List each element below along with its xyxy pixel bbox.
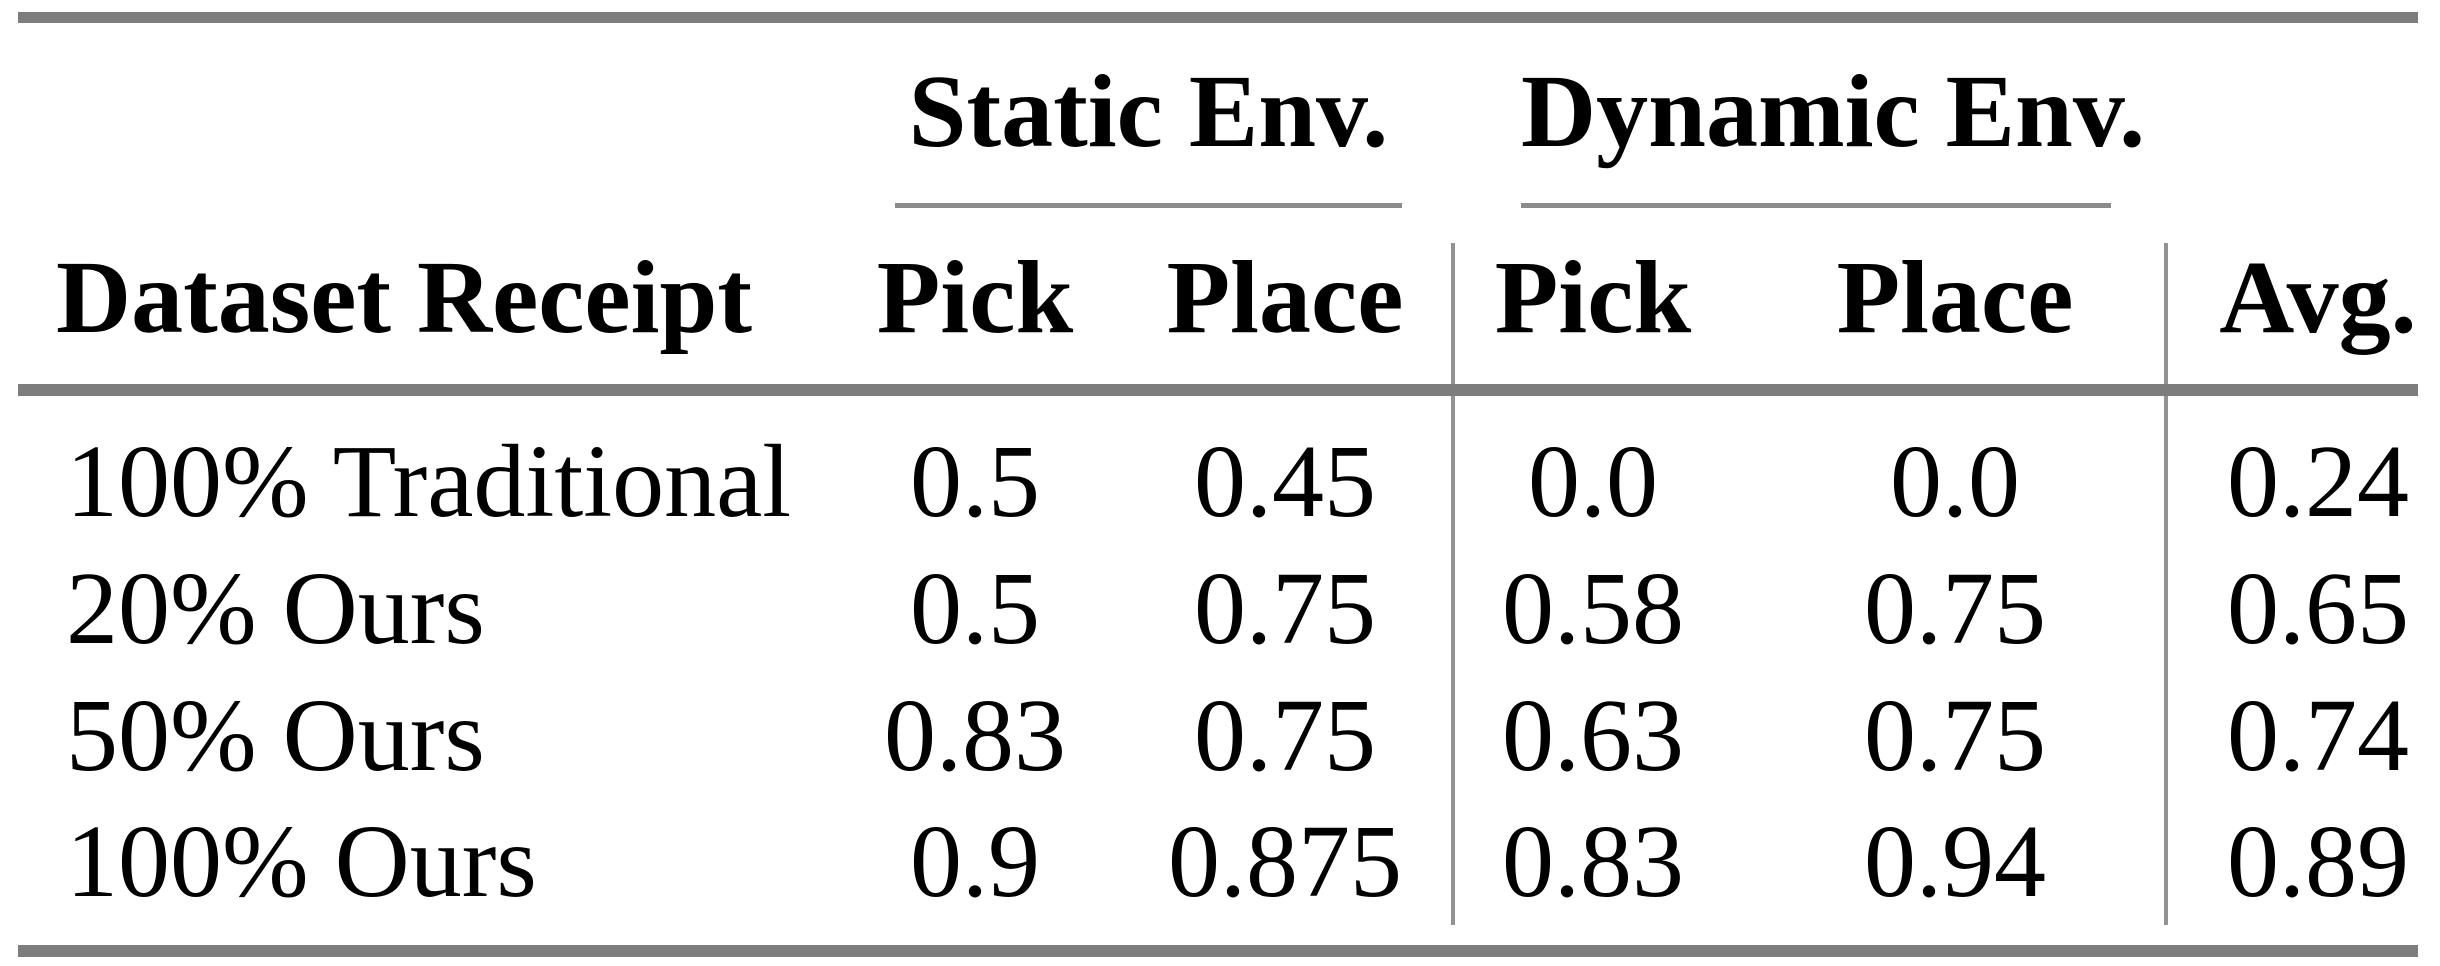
group-header-dynamic-env: Dynamic Env. [1521,42,2145,182]
col-header-static-pick: Pick [876,240,1074,355]
table-row: 100% Ours 0.9 0.875 0.83 0.94 0.89 [0,792,2440,932]
cell-static-pick: 0.9 [910,804,1040,919]
group-header-static-env-label: Static Env. [908,54,1389,169]
col-header-dataset-receipt: Dataset Receipt [56,240,752,355]
row-label: 50% Ours [66,678,485,793]
cell-avg: 0.89 [2227,804,2409,919]
cell-static-pick: 0.5 [910,551,1040,666]
vertical-divider-static-dynamic [1451,243,1455,925]
cell-dynamic-pick: 0.63 [1502,678,1684,793]
vertical-divider-dynamic-avg [2164,243,2168,925]
row-label: 20% Ours [66,551,485,666]
table-row: 100% Traditional 0.5 0.45 0.0 0.0 0.24 [0,412,2440,552]
cell-dynamic-place: 0.94 [1864,804,2046,919]
table-bottom-rule [18,945,2418,957]
col-header-dynamic-place: Place [1836,240,2074,355]
column-header-row: Dataset Receipt Pick Place Pick Place Av… [0,228,2440,368]
group-header-static-env: Static Env. [895,42,1402,182]
cell-avg: 0.24 [2227,424,2409,539]
col-header-dynamic-pick: Pick [1494,240,1692,355]
cmidrule-dynamic-env [1521,203,2111,208]
table-row: 50% Ours 0.83 0.75 0.63 0.75 0.74 [0,666,2440,806]
cell-static-pick: 0.83 [884,678,1066,793]
cell-static-place: 0.45 [1194,424,1376,539]
table-top-rule [18,12,2418,23]
col-header-avg: Avg. [2219,240,2417,355]
table-mid-rule [18,384,2418,396]
cell-avg: 0.65 [2227,551,2409,666]
cell-dynamic-pick: 0.0 [1528,424,1658,539]
col-header-static-place: Place [1166,240,1404,355]
cell-static-place: 0.75 [1194,678,1376,793]
cell-static-place: 0.75 [1194,551,1376,666]
cell-static-place: 0.875 [1168,804,1402,919]
cell-dynamic-pick: 0.83 [1502,804,1684,919]
row-label: 100% Ours [66,804,537,919]
table-row: 20% Ours 0.5 0.75 0.58 0.75 0.65 [0,539,2440,679]
cmidrule-static-env [895,203,1402,208]
cell-dynamic-place: 0.0 [1890,424,2020,539]
row-label: 100% Traditional [66,424,792,539]
cell-static-pick: 0.5 [910,424,1040,539]
group-header-dynamic-env-label: Dynamic Env. [1521,54,2146,169]
cell-dynamic-pick: 0.58 [1502,551,1684,666]
cell-dynamic-place: 0.75 [1864,551,2046,666]
cell-avg: 0.74 [2227,678,2409,793]
cell-dynamic-place: 0.75 [1864,678,2046,793]
